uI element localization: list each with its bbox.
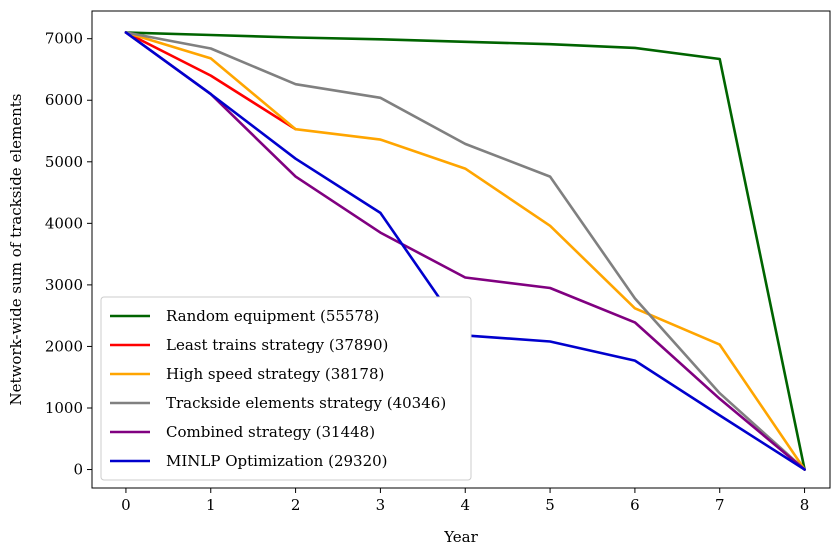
x-tick-label: 4 (460, 496, 470, 514)
y-axis: 0 1000 2000 3000 4000 5000 6000 7000 (45, 30, 92, 479)
legend-box (100, 296, 472, 481)
series-line-1 (124, 31, 297, 131)
y-tick-label: 2000 (45, 337, 83, 355)
y-tick-label: 3000 (45, 276, 83, 294)
y-tick-label: 1000 (45, 399, 83, 417)
y-tick-label: 7000 (45, 30, 83, 48)
x-tick-label: 1 (206, 496, 216, 514)
x-axis-label: Year (443, 528, 478, 546)
legend-entry-0: Random equipment (55578) (166, 307, 379, 325)
x-tick-label: 5 (545, 496, 555, 514)
legend: Random equipment (55578) Least trains str… (100, 296, 472, 481)
y-axis-label: Network-wide sum of trackside elements (7, 94, 25, 406)
y-tick-label: 6000 (45, 91, 83, 109)
y-tick-label: 4000 (45, 214, 83, 232)
x-tick-label: 6 (630, 496, 640, 514)
y-tick-label: 0 (73, 461, 83, 479)
series-line-4 (124, 31, 806, 471)
series-line-0 (124, 31, 806, 471)
x-tick-label: 3 (376, 496, 386, 514)
x-axis: 0 1 2 3 4 5 6 7 8 (121, 488, 809, 514)
legend-entry-3: Trackside elements strategy (40346) (166, 394, 446, 412)
x-tick-label: 7 (715, 496, 725, 514)
y-tick-label: 5000 (45, 153, 83, 171)
legend-entry-4: Combined strategy (31448) (166, 423, 375, 441)
series-line-3 (124, 31, 806, 471)
legend-entry-2: High speed strategy (38178) (166, 365, 384, 383)
series-line-2 (124, 31, 806, 471)
plot-frame (91, 10, 831, 489)
x-tick-label: 2 (291, 496, 301, 514)
x-tick-label: 8 (800, 496, 810, 514)
legend-entry-5: MINLP Optimization (29320) (166, 452, 388, 470)
x-tick-label: 0 (121, 496, 131, 514)
legend-entry-1: Least trains strategy (37890) (166, 336, 388, 354)
